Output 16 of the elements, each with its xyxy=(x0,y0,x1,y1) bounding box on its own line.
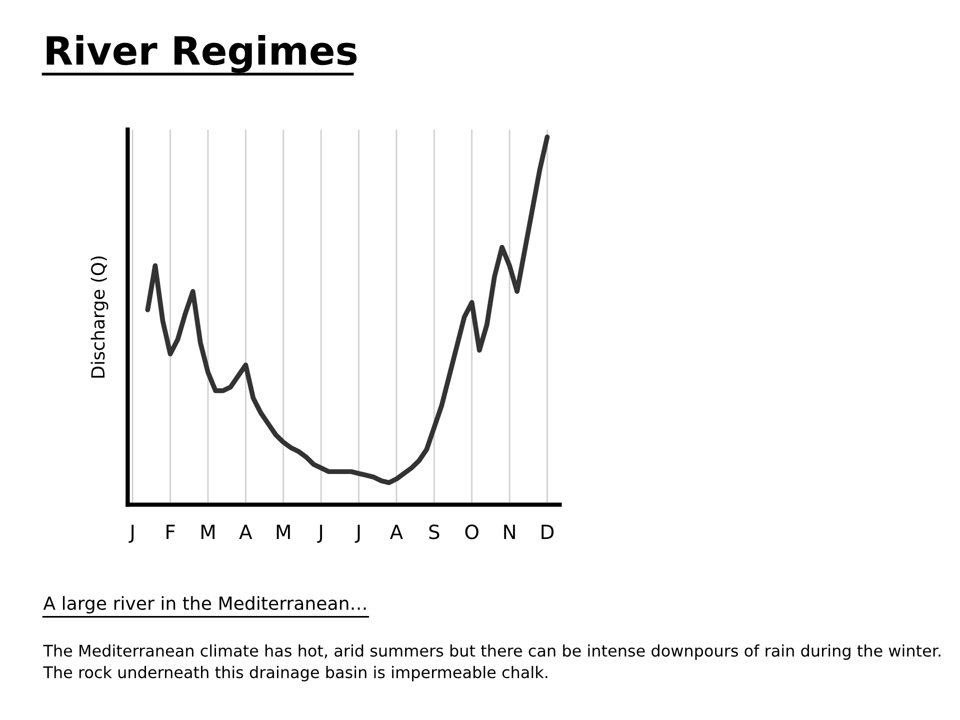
x-tick-label: A xyxy=(239,524,252,539)
x-tick-label: D xyxy=(542,524,554,539)
x-tick-label: M xyxy=(276,524,290,539)
x-tick-label: O xyxy=(465,524,478,540)
x-tick-label: S xyxy=(429,524,440,540)
x-tick-label: M xyxy=(201,524,214,539)
chart-title: River Regimes xyxy=(46,35,357,73)
x-tick-label: A xyxy=(390,524,403,539)
text: The Mediterranean climate has hot, arid summers but there can be intense downpours of rain during the winter. The rock underneath this drainage basin is impermeable chalk. xyxy=(43,644,940,682)
x-tick-label: J xyxy=(354,524,360,543)
y-axis-title: Discharge (Q) xyxy=(90,256,108,378)
x-tick-label: N xyxy=(504,524,515,539)
text: A large river in the Mediterranean… xyxy=(43,596,366,614)
x-tick-label: J xyxy=(128,524,134,543)
x-tick-label: J xyxy=(317,524,322,543)
x-tick-label: F xyxy=(166,524,175,539)
